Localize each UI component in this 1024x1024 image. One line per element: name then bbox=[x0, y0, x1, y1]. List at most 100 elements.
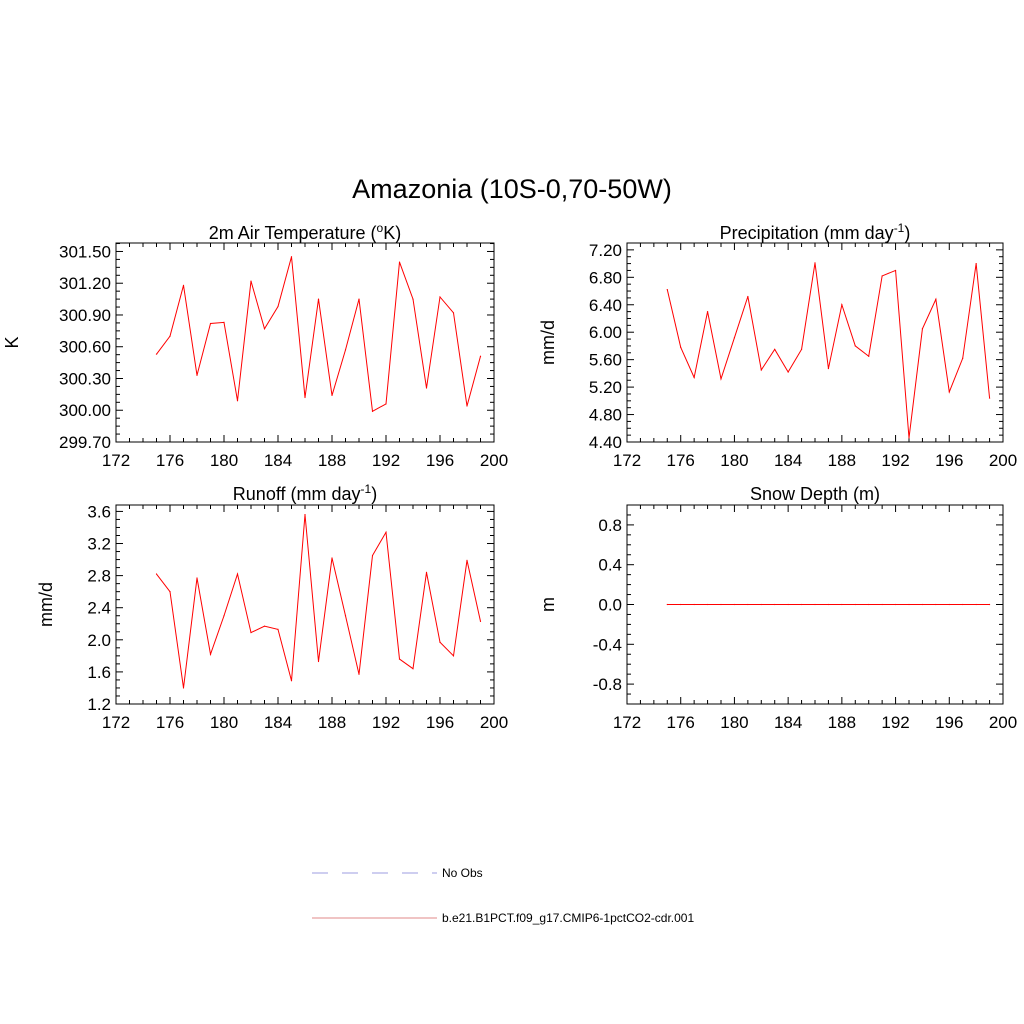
data-point bbox=[425, 571, 428, 574]
y-tick-label: 2.8 bbox=[87, 567, 111, 586]
panel-title-superscript: -1 bbox=[894, 221, 905, 235]
data-point bbox=[881, 275, 883, 277]
data-point bbox=[196, 577, 198, 579]
y-tick-label: 300.30 bbox=[59, 369, 111, 388]
data-point bbox=[747, 295, 749, 298]
data-point bbox=[800, 348, 803, 350]
data-point bbox=[800, 603, 803, 606]
data-point bbox=[412, 298, 414, 300]
panel-title-main: Snow Depth (m) bbox=[750, 484, 880, 504]
data-point bbox=[317, 660, 320, 663]
data-point bbox=[908, 603, 910, 606]
y-tick-label: 3.2 bbox=[87, 535, 111, 554]
data-point bbox=[733, 603, 736, 606]
x-tick-label: 180 bbox=[720, 713, 748, 732]
data-point bbox=[935, 603, 937, 606]
panel-title-main: Precipitation (mm day bbox=[720, 223, 894, 243]
y-tick-label: 3.6 bbox=[87, 502, 111, 521]
data-point bbox=[962, 357, 964, 359]
panel-title-superscript: o bbox=[377, 221, 384, 235]
x-tick-label: 180 bbox=[210, 713, 238, 732]
data-point bbox=[439, 296, 441, 298]
data-point bbox=[169, 591, 171, 593]
data-point bbox=[921, 328, 924, 330]
data-point bbox=[250, 631, 252, 634]
data-point bbox=[720, 378, 722, 380]
data-point bbox=[827, 367, 830, 370]
y-tick-label: -0.8 bbox=[593, 675, 622, 694]
x-tick-label: 172 bbox=[613, 451, 641, 470]
data-point bbox=[439, 641, 441, 643]
panel-3: 172 176 180 184 188 192 196 200 1.2 1.6 2.0 2.4 2.8 3… bbox=[36, 482, 508, 732]
y-tick-label: 2.0 bbox=[87, 631, 111, 650]
data-point bbox=[948, 603, 950, 606]
data-point bbox=[706, 311, 709, 313]
data-point bbox=[263, 625, 266, 627]
x-tick-label: 192 bbox=[881, 713, 909, 732]
panel-title-tail: ) bbox=[904, 223, 910, 243]
data-point bbox=[182, 687, 185, 689]
x-tick-label: 188 bbox=[318, 451, 346, 470]
x-tick-label: 188 bbox=[318, 713, 346, 732]
x-tick-label: 172 bbox=[102, 451, 130, 470]
data-point bbox=[894, 603, 897, 606]
data-point bbox=[209, 653, 212, 655]
y-tick-label: 301.20 bbox=[59, 274, 111, 293]
data-point bbox=[358, 673, 360, 675]
data-point bbox=[452, 312, 455, 314]
x-tick-label: 192 bbox=[881, 451, 909, 470]
data-point bbox=[760, 603, 762, 606]
data-point bbox=[868, 603, 870, 606]
y-tick-label: 1.6 bbox=[87, 663, 111, 682]
x-tick-label: 196 bbox=[935, 713, 963, 732]
data-point bbox=[412, 668, 414, 670]
data-point bbox=[680, 346, 682, 348]
data-point bbox=[223, 321, 225, 323]
data-point bbox=[425, 387, 428, 389]
data-point bbox=[263, 328, 266, 330]
x-tick-label: 172 bbox=[613, 713, 641, 732]
data-point bbox=[787, 371, 789, 373]
x-tick-label: 200 bbox=[989, 451, 1017, 470]
plot-frame bbox=[115, 242, 495, 443]
data-point bbox=[155, 353, 158, 355]
y-tick-label: -0.4 bbox=[593, 635, 622, 654]
data-point bbox=[881, 603, 883, 606]
x-tick-label: 196 bbox=[426, 713, 454, 732]
data-point bbox=[747, 603, 749, 606]
x-tick-label: 192 bbox=[372, 451, 400, 470]
data-point bbox=[358, 298, 360, 300]
data-point bbox=[223, 615, 225, 617]
panel-title-main: Runoff (mm day bbox=[233, 484, 361, 504]
data-point bbox=[236, 400, 239, 402]
data-point bbox=[935, 298, 937, 300]
panels: 172 176 180 184 188 192 196 200 299.70 300.00 300.… bbox=[2, 221, 1017, 732]
data-point bbox=[479, 620, 482, 622]
y-tick-label: 6.00 bbox=[589, 323, 622, 342]
data-point bbox=[182, 284, 185, 286]
data-point bbox=[250, 280, 252, 282]
y-tick-label: 301.50 bbox=[59, 242, 111, 261]
data-point bbox=[371, 554, 374, 557]
data-point bbox=[344, 349, 347, 351]
plot-frame bbox=[626, 242, 1004, 443]
x-tick-label: 196 bbox=[935, 451, 963, 470]
data-point bbox=[975, 603, 977, 606]
panel-1: 172 176 180 184 188 192 196 200 299.70 300.00 300.… bbox=[2, 221, 508, 470]
data-point bbox=[962, 603, 964, 606]
data-point bbox=[841, 304, 843, 306]
data-point bbox=[290, 256, 293, 258]
panel-title-tail: K) bbox=[383, 223, 401, 243]
data-point bbox=[466, 559, 468, 561]
x-tick-label: 188 bbox=[828, 713, 856, 732]
legend: No Obs b.e21.B1PCT.f09_g17.CMIP6-1pctCO2… bbox=[312, 866, 694, 925]
data-point bbox=[169, 335, 171, 337]
y-tick-label: 4.40 bbox=[589, 433, 622, 452]
data-point bbox=[841, 603, 843, 606]
x-tick-label: 184 bbox=[774, 713, 802, 732]
x-tick-label: 176 bbox=[156, 713, 184, 732]
x-tick-label: 200 bbox=[989, 713, 1017, 732]
y-tick-label: 6.80 bbox=[589, 268, 622, 287]
series-line bbox=[156, 256, 481, 413]
data-point bbox=[975, 262, 977, 265]
